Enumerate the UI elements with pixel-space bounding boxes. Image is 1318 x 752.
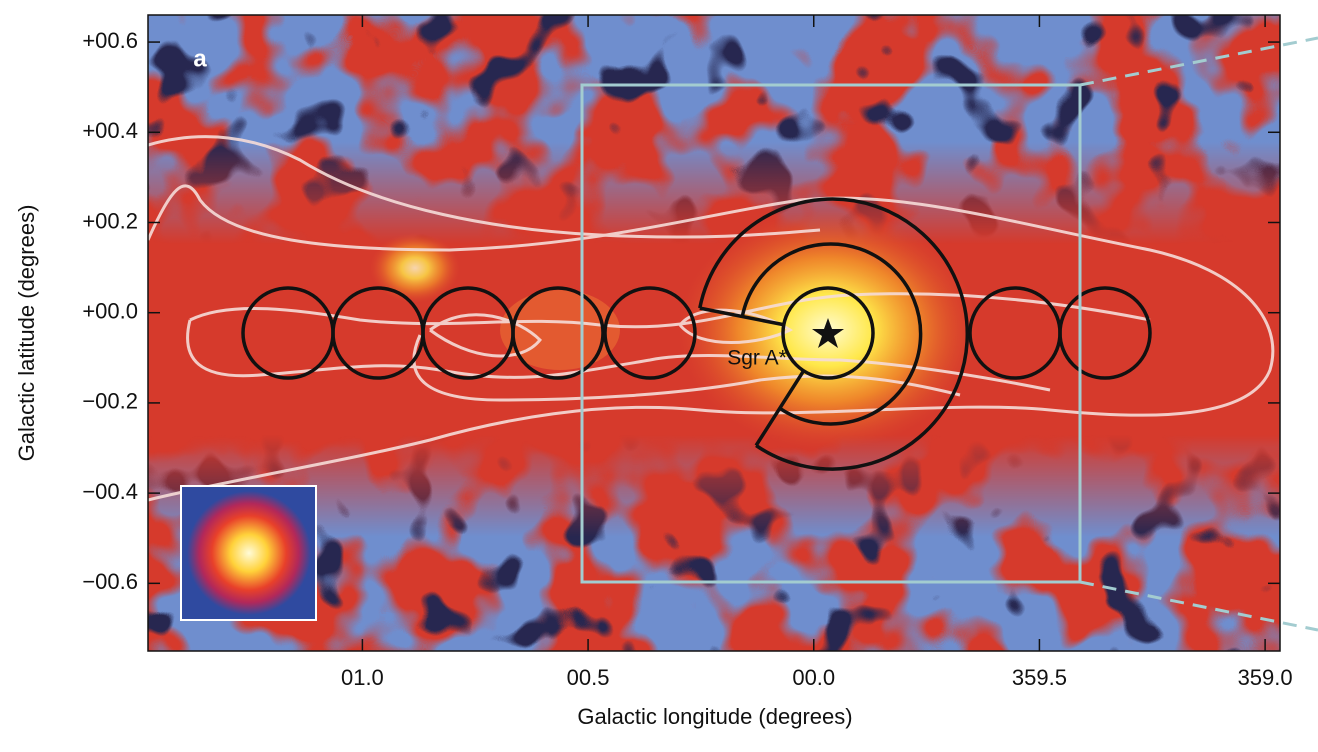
panel-label: a: [193, 45, 207, 72]
y-tick-label: +00.4: [82, 118, 138, 143]
contours: [148, 135, 1275, 502]
zoom-box: [580, 83, 1082, 584]
sky-map: Sgr A* a: [148, 15, 1280, 651]
x-axis-label: Galactic longitude (degrees): [577, 704, 852, 729]
plot-frame: [147, 14, 1281, 652]
x-tick-label: 01.0: [341, 665, 384, 690]
y-tick-label: −00.4: [82, 479, 138, 504]
y-tick-label: −00.2: [82, 389, 138, 414]
y-tick-label: −00.6: [82, 569, 138, 594]
y-tick-label: +00.0: [82, 299, 138, 324]
regions: [241, 197, 1152, 471]
y-tick-label: +00.2: [82, 208, 138, 233]
zoom-lines: [1079, 36, 1318, 632]
sgr-a-star: [812, 318, 844, 348]
x-tick-label: 359.0: [1238, 665, 1293, 690]
x-tick-label: 359.5: [1012, 665, 1067, 690]
x-tick-label: 00.5: [567, 665, 610, 690]
y-tick-label: +00.6: [82, 28, 138, 53]
y-axis-label: Galactic latitude (degrees): [14, 205, 39, 462]
psf: [187, 491, 311, 615]
annotation: Sgr A*: [727, 347, 787, 370]
x-tick-label: 00.0: [792, 665, 835, 690]
